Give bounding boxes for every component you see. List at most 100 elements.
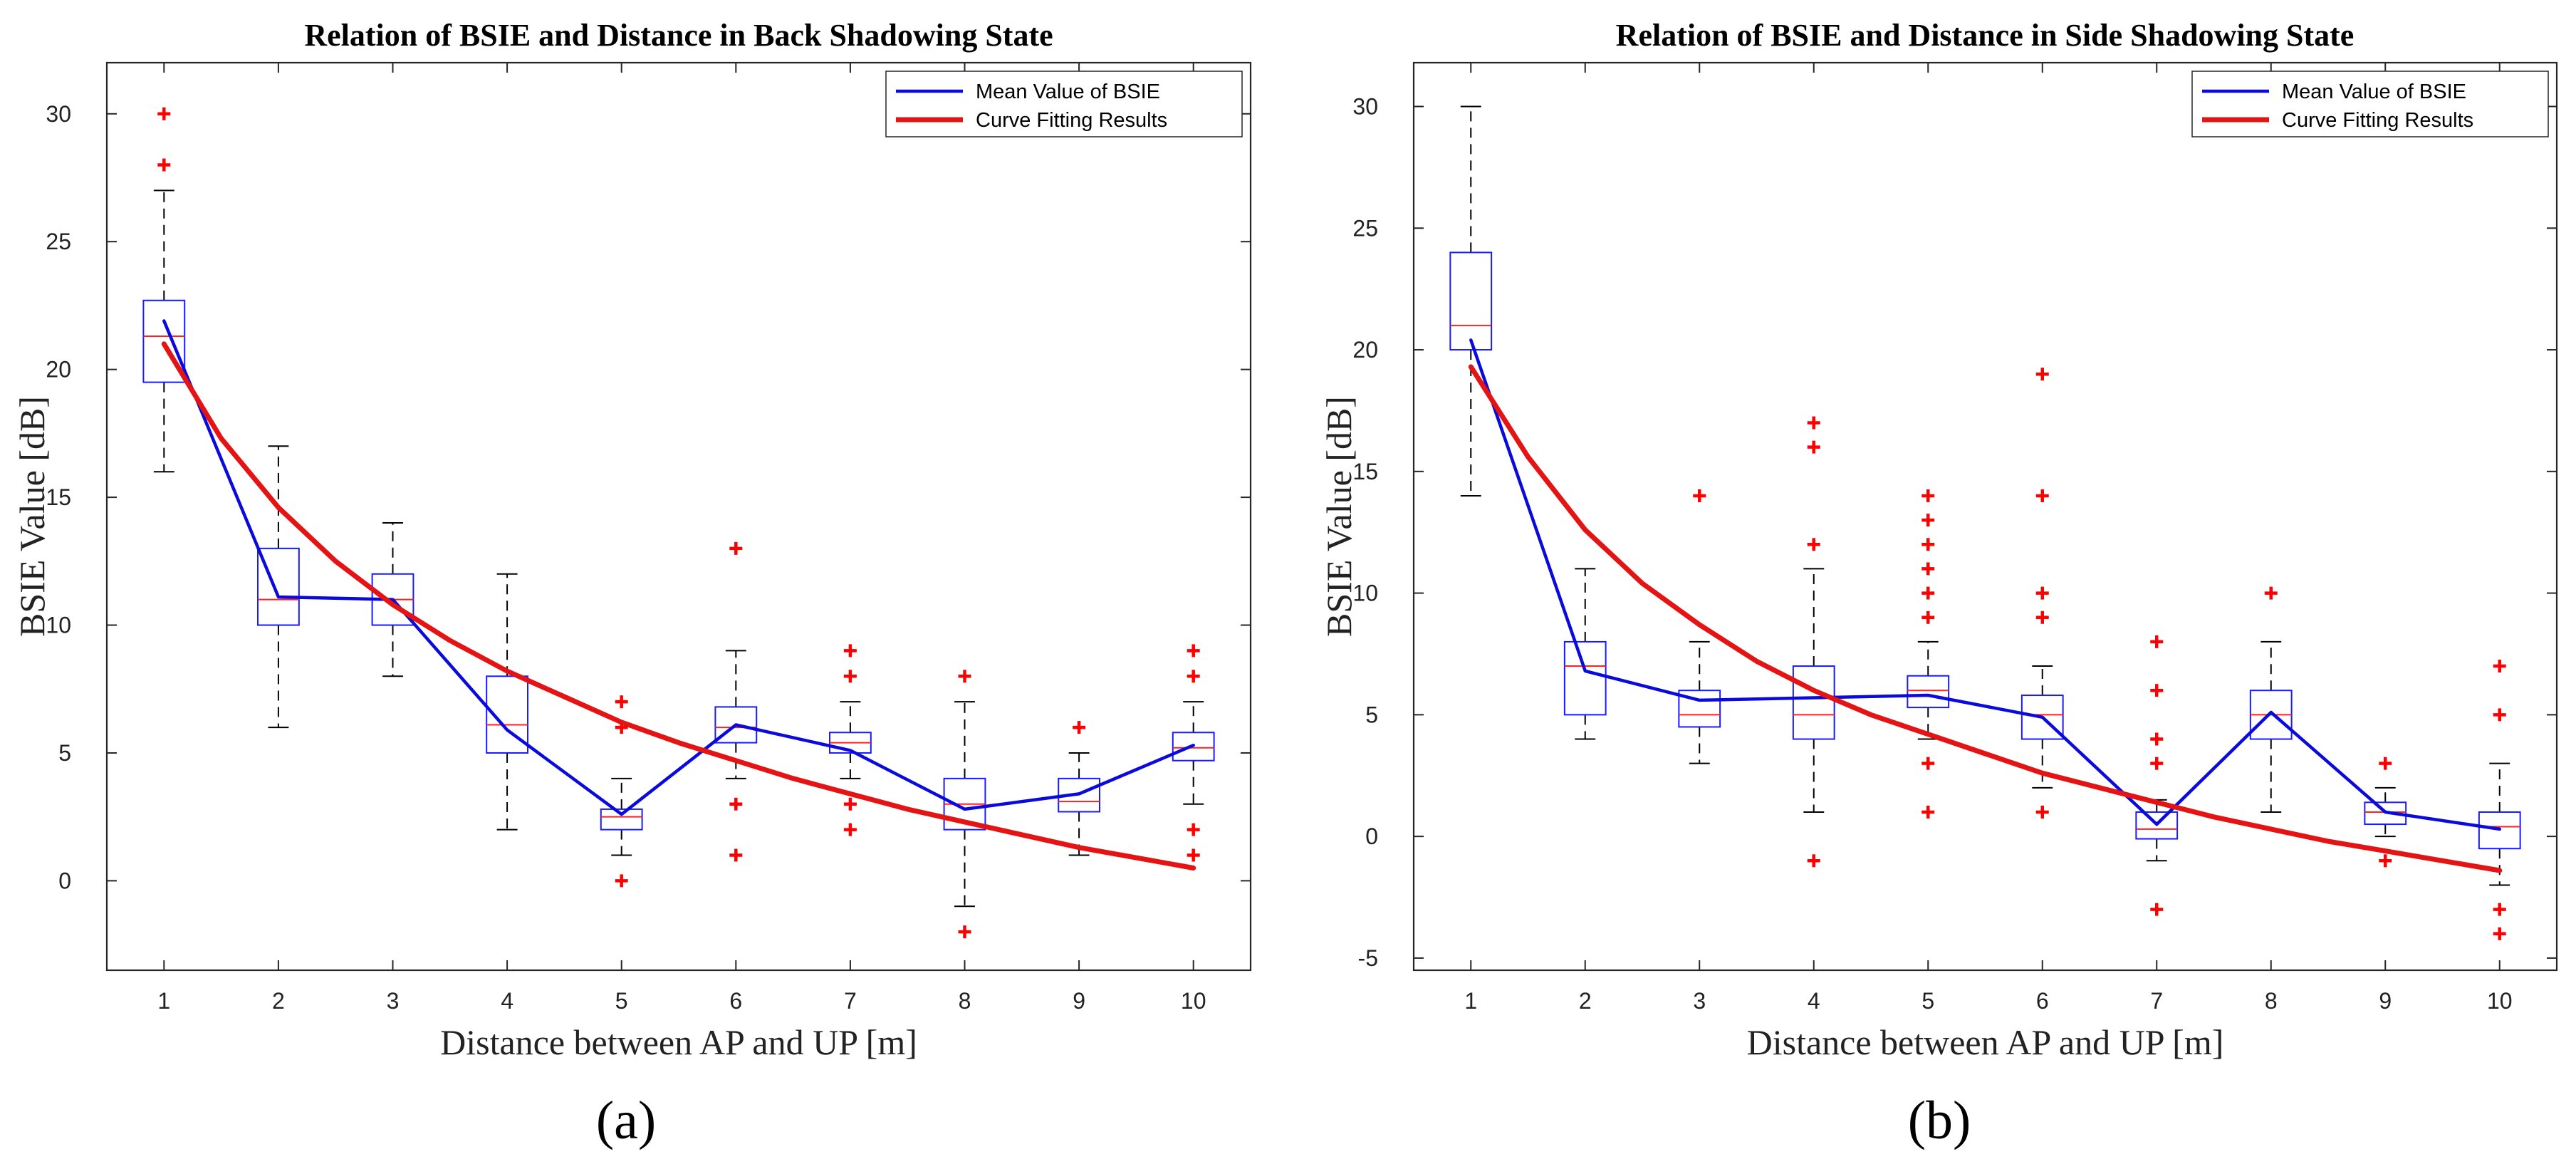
x-tick-label: 9 bbox=[1073, 988, 1085, 1014]
outlier-marker bbox=[615, 874, 628, 888]
box-8 bbox=[943, 670, 986, 939]
outlier-marker bbox=[157, 158, 171, 172]
legend-label: Mean Value of BSIE bbox=[976, 80, 1160, 103]
series-line-fit bbox=[161, 341, 1196, 871]
box-iqr bbox=[1449, 251, 1493, 351]
panel-label: (b) bbox=[1908, 1091, 1971, 1150]
outlier-marker bbox=[615, 695, 628, 709]
outlier-marker bbox=[2150, 684, 2164, 697]
outlier-marker bbox=[1187, 823, 1200, 836]
x-tick-label: 10 bbox=[1181, 988, 1206, 1014]
box-5 bbox=[1907, 489, 1950, 819]
box-2 bbox=[256, 445, 300, 729]
outlier-marker bbox=[2379, 757, 2392, 770]
outlier-marker bbox=[958, 925, 971, 939]
y-tick-label: 30 bbox=[46, 101, 71, 127]
outlier-marker bbox=[2493, 660, 2506, 673]
legend-box bbox=[2191, 71, 2549, 137]
x-tick-label: 7 bbox=[2150, 988, 2163, 1014]
y-tick-label: 15 bbox=[46, 484, 71, 510]
outlier-marker bbox=[729, 797, 743, 811]
x-tick-label: 4 bbox=[1808, 988, 1820, 1014]
x-tick-label: 5 bbox=[615, 988, 628, 1014]
outlier-marker bbox=[1921, 514, 1935, 527]
outlier-marker bbox=[1921, 757, 1935, 770]
y-tick-label: 5 bbox=[58, 740, 71, 766]
y-axis-label: BSIE Value [dB] bbox=[1319, 396, 1359, 637]
box-6 bbox=[714, 541, 758, 862]
box-iqr bbox=[142, 299, 186, 383]
box-iqr bbox=[1907, 675, 1950, 709]
y-tick-label: 20 bbox=[1352, 337, 1378, 363]
box-1 bbox=[1449, 105, 1493, 497]
outlier-marker bbox=[2035, 610, 2049, 624]
legend-label: Mean Value of BSIE bbox=[2282, 80, 2466, 103]
outlier-marker bbox=[1693, 489, 1706, 502]
box-iqr bbox=[1678, 690, 1721, 728]
y-tick-label: -5 bbox=[1358, 945, 1378, 971]
box-1 bbox=[142, 107, 186, 473]
panel-a: Relation of BSIE and Distance in Back Sh… bbox=[12, 18, 1252, 1150]
outlier-marker bbox=[729, 848, 743, 862]
outlier-marker bbox=[1921, 805, 1935, 819]
x-tick-label: 1 bbox=[1464, 988, 1477, 1014]
outlier-marker bbox=[1187, 670, 1200, 683]
x-tick-label: 7 bbox=[844, 988, 857, 1014]
y-tick-label: 15 bbox=[1352, 459, 1378, 484]
box-iqr bbox=[486, 675, 529, 754]
box-iqr bbox=[714, 706, 758, 744]
outlier-marker bbox=[1921, 538, 1935, 551]
x-tick-label: 6 bbox=[729, 988, 742, 1014]
y-tick-label: 25 bbox=[1352, 215, 1378, 241]
x-tick-label: 3 bbox=[387, 988, 400, 1014]
outlier-marker bbox=[843, 823, 857, 836]
outlier-marker bbox=[1921, 562, 1935, 576]
outlier-marker bbox=[2035, 368, 2049, 381]
box-10 bbox=[1172, 644, 1215, 862]
outlier-marker bbox=[1807, 440, 1820, 454]
outlier-marker bbox=[157, 107, 171, 120]
x-tick-label: 8 bbox=[2265, 988, 2278, 1014]
x-tick-label: 2 bbox=[272, 988, 285, 1014]
box-6 bbox=[2020, 368, 2064, 819]
box-iqr bbox=[600, 808, 643, 831]
plot-area bbox=[1412, 61, 2558, 972]
y-tick-label: 0 bbox=[1365, 823, 1378, 849]
box-iqr bbox=[2478, 811, 2521, 850]
box-9 bbox=[2364, 757, 2407, 868]
outlier-marker bbox=[2150, 635, 2164, 648]
y-axis-label: BSIE Value [dB] bbox=[12, 396, 52, 637]
outlier-marker bbox=[843, 797, 857, 811]
outlier-marker bbox=[1921, 586, 1935, 600]
series-line-mean bbox=[162, 319, 1195, 816]
outlier-marker bbox=[1921, 610, 1935, 624]
legend: Mean Value of BSIE Curve Fitting Results bbox=[885, 71, 1243, 137]
series-line-mean bbox=[1469, 338, 2502, 831]
y-tick-label: 10 bbox=[1352, 581, 1378, 606]
x-axis-label: Distance between AP and UP [m] bbox=[1747, 1022, 2224, 1062]
outlier-marker bbox=[2035, 805, 2049, 819]
x-tick-label: 1 bbox=[157, 988, 170, 1014]
y-tick-label: 25 bbox=[46, 229, 71, 254]
box-iqr bbox=[2364, 801, 2407, 826]
box-7 bbox=[828, 644, 872, 836]
outlier-marker bbox=[958, 670, 971, 683]
x-tick-label: 9 bbox=[2379, 988, 2392, 1014]
outlier-marker bbox=[1073, 721, 1086, 734]
outlier-marker bbox=[729, 541, 743, 555]
outlier-marker bbox=[2035, 586, 2049, 600]
outlier-marker bbox=[843, 670, 857, 683]
outlier-marker bbox=[1187, 848, 1200, 862]
chart-title: Relation of BSIE and Distance in Side Sh… bbox=[1616, 18, 2355, 53]
outlier-marker bbox=[1807, 538, 1820, 551]
x-tick-label: 3 bbox=[1693, 988, 1706, 1014]
outlier-marker bbox=[2150, 903, 2164, 916]
box-4 bbox=[486, 573, 529, 831]
box-iqr bbox=[1563, 640, 1607, 716]
x-tick-label: 5 bbox=[1921, 988, 1934, 1014]
outlier-marker bbox=[843, 644, 857, 658]
y-tick-label: 10 bbox=[46, 613, 71, 638]
outlier-marker bbox=[2493, 708, 2506, 722]
y-tick-label: 30 bbox=[1352, 93, 1378, 119]
x-tick-label: 8 bbox=[959, 988, 971, 1014]
